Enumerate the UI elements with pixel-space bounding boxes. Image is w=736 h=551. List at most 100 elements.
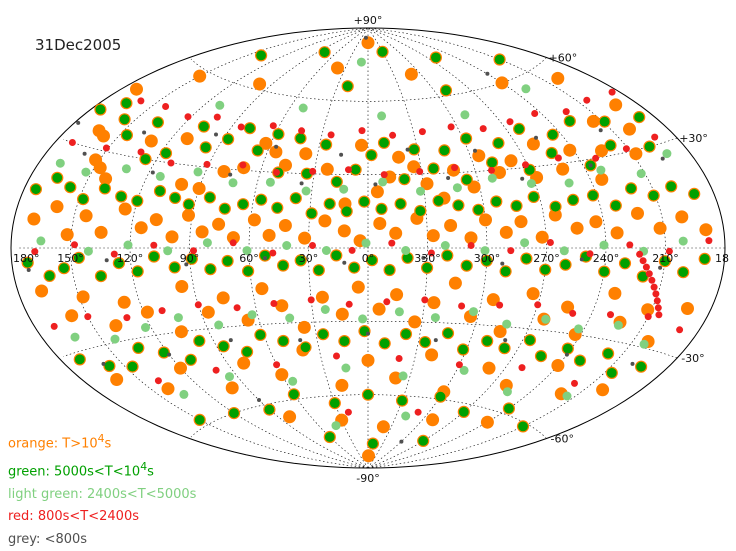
- point-orange: [372, 302, 386, 316]
- point-lightgreen: [358, 314, 368, 324]
- point-green: [305, 207, 318, 220]
- point-lightgreen: [401, 246, 411, 255]
- point-lightgreen: [193, 167, 203, 177]
- point-lightgreen: [179, 389, 189, 399]
- point-orange: [149, 213, 163, 227]
- point-red: [455, 361, 463, 369]
- point-red: [273, 361, 281, 369]
- point-red: [644, 313, 652, 321]
- point-grey: [76, 120, 81, 125]
- point-green: [118, 113, 131, 126]
- point-green: [277, 259, 290, 272]
- point-green: [408, 143, 421, 156]
- point-grey: [473, 148, 477, 153]
- point-green: [492, 137, 505, 150]
- point-green: [624, 182, 638, 195]
- legend: orange: T>104s green: 5000s<T<104s light…: [8, 428, 196, 551]
- source-points: [21, 35, 713, 463]
- point-red: [458, 302, 466, 310]
- point-green: [378, 337, 391, 350]
- point-lightgreen: [155, 171, 165, 181]
- point-green: [193, 334, 206, 347]
- point-red: [137, 148, 145, 156]
- point-green: [516, 420, 530, 433]
- point-green: [204, 263, 217, 276]
- point-green: [330, 249, 343, 262]
- point-green: [272, 128, 285, 141]
- point-grey: [104, 258, 109, 263]
- point-grey: [167, 352, 172, 357]
- point-green: [559, 258, 572, 271]
- point-green: [490, 195, 503, 208]
- point-green: [499, 265, 512, 278]
- point-green: [417, 434, 430, 447]
- point-green: [365, 149, 378, 162]
- point-grey: [534, 135, 538, 140]
- point-grey: [399, 439, 404, 444]
- point-red: [507, 247, 515, 255]
- point-red: [531, 110, 539, 117]
- point-green: [169, 191, 182, 204]
- point-green: [634, 360, 648, 373]
- point-orange: [595, 172, 609, 186]
- point-orange: [526, 137, 540, 151]
- point-lightgreen: [521, 84, 531, 94]
- point-orange: [362, 449, 375, 463]
- lon-tick-label: 330°: [414, 252, 441, 265]
- point-orange: [370, 185, 384, 199]
- point-green: [512, 122, 526, 135]
- point-green: [241, 345, 254, 358]
- point-grey: [658, 265, 663, 270]
- point-orange: [482, 361, 496, 375]
- point-green: [546, 128, 559, 141]
- point-grey: [446, 176, 451, 180]
- point-orange: [275, 368, 289, 382]
- point-green: [398, 173, 411, 186]
- point-red: [546, 239, 554, 246]
- point-red: [554, 154, 562, 162]
- point-lightgreen: [378, 177, 388, 187]
- lat-tick-label: -60°: [551, 433, 574, 446]
- point-orange: [586, 114, 600, 128]
- point-orange: [361, 353, 375, 367]
- point-red: [137, 97, 145, 105]
- point-lightgreen: [242, 246, 252, 256]
- point-green: [605, 366, 618, 379]
- point-grey: [588, 163, 593, 168]
- point-orange: [361, 36, 375, 50]
- point-orange: [134, 221, 148, 235]
- point-orange: [117, 295, 131, 309]
- point-grey: [366, 331, 370, 336]
- point-green: [120, 129, 134, 142]
- point-green: [365, 254, 379, 267]
- point-red: [467, 242, 475, 249]
- point-red: [636, 250, 644, 258]
- point-orange: [331, 61, 344, 75]
- point-grey: [101, 361, 106, 366]
- point-green: [271, 201, 284, 214]
- point-green: [168, 261, 181, 274]
- point-green: [527, 190, 540, 203]
- point-orange: [50, 200, 64, 214]
- lon-tick-label: 30°: [299, 252, 319, 265]
- point-orange: [426, 413, 440, 427]
- point-green: [237, 198, 250, 211]
- point-lightgreen: [321, 246, 331, 255]
- point-lightgreen: [339, 184, 349, 194]
- point-green: [396, 394, 409, 407]
- coordinate-grid: [10, 27, 726, 469]
- point-orange: [283, 410, 297, 424]
- point-green: [698, 252, 711, 265]
- point-red: [123, 314, 131, 322]
- point-green: [294, 132, 307, 145]
- point-lightgreen: [282, 241, 292, 250]
- point-lightgreen: [639, 339, 649, 349]
- point-lightgreen: [678, 236, 688, 246]
- point-green: [647, 189, 660, 202]
- point-lightgreen: [596, 165, 606, 175]
- point-red: [383, 298, 391, 306]
- point-green: [151, 116, 164, 129]
- point-orange: [337, 224, 351, 238]
- point-green: [112, 257, 126, 270]
- point-red: [190, 247, 197, 255]
